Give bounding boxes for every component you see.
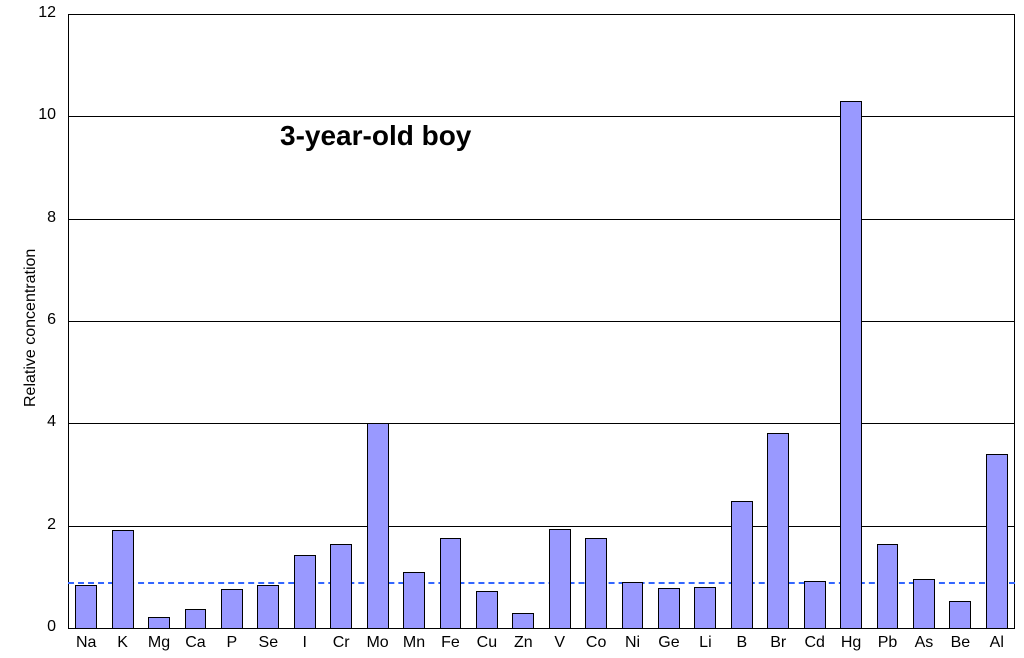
xtick-label-li: Li bbox=[699, 634, 711, 652]
ytick-label: 12 bbox=[0, 4, 56, 22]
xtick-label-cr: Cr bbox=[333, 634, 350, 652]
xtick-label-br: Br bbox=[770, 634, 786, 652]
xtick-label-zn: Zn bbox=[514, 634, 533, 652]
bar-as bbox=[913, 579, 935, 628]
bar-fe bbox=[440, 538, 462, 628]
xtick-label-ca: Ca bbox=[185, 634, 205, 652]
plot-area bbox=[68, 14, 1015, 628]
xtick-label-k: K bbox=[117, 634, 128, 652]
xtick-label-ge: Ge bbox=[658, 634, 679, 652]
ytick-label: 2 bbox=[0, 516, 56, 534]
xtick-label-cd: Cd bbox=[804, 634, 824, 652]
gridline bbox=[68, 526, 1015, 527]
bar-cd bbox=[804, 581, 826, 628]
xtick-label-b: B bbox=[736, 634, 747, 652]
bar-cu bbox=[476, 591, 498, 628]
bar-be bbox=[949, 601, 971, 628]
ytick-label: 4 bbox=[0, 413, 56, 431]
bar-ni bbox=[622, 582, 644, 628]
xtick-label-fe: Fe bbox=[441, 634, 460, 652]
xtick-label-mn: Mn bbox=[403, 634, 425, 652]
bar-mg bbox=[148, 617, 170, 628]
chart-container: Relative concentration 024681012 NaKMgCa… bbox=[0, 0, 1024, 658]
xtick-label-cu: Cu bbox=[477, 634, 497, 652]
xtick-label-i: I bbox=[303, 634, 307, 652]
gridline bbox=[68, 14, 1015, 15]
bar-br bbox=[767, 433, 789, 628]
bar-al bbox=[986, 454, 1008, 628]
bar-li bbox=[694, 587, 716, 628]
bar-na bbox=[75, 585, 97, 628]
xtick-label-se: Se bbox=[259, 634, 279, 652]
xtick-label-mg: Mg bbox=[148, 634, 170, 652]
gridline bbox=[68, 321, 1015, 322]
bar-pb bbox=[877, 544, 899, 628]
bar-p bbox=[221, 589, 243, 628]
ytick-label: 6 bbox=[0, 311, 56, 329]
axis-border bbox=[68, 14, 69, 628]
ytick-label: 8 bbox=[0, 209, 56, 227]
bar-mn bbox=[403, 572, 425, 628]
gridline bbox=[68, 628, 1015, 629]
bar-mo bbox=[367, 423, 389, 628]
bar-ge bbox=[658, 588, 680, 628]
bar-cr bbox=[330, 544, 352, 628]
bar-ca bbox=[185, 609, 207, 628]
bar-i bbox=[294, 555, 316, 628]
xtick-label-na: Na bbox=[76, 634, 96, 652]
bar-k bbox=[112, 530, 134, 628]
bar-zn bbox=[512, 613, 534, 628]
xtick-label-v: V bbox=[554, 634, 565, 652]
axis-border bbox=[1014, 14, 1015, 628]
xtick-label-pb: Pb bbox=[878, 634, 898, 652]
xtick-label-al: Al bbox=[990, 634, 1004, 652]
bar-hg bbox=[840, 101, 862, 628]
bar-co bbox=[585, 538, 607, 628]
gridline bbox=[68, 219, 1015, 220]
reference-line bbox=[68, 582, 1015, 584]
bar-se bbox=[257, 585, 279, 628]
gridline bbox=[68, 423, 1015, 424]
chart-annotation: 3-year-old boy bbox=[280, 120, 471, 152]
xtick-label-p: P bbox=[227, 634, 238, 652]
bar-v bbox=[549, 529, 571, 628]
bar-b bbox=[731, 501, 753, 628]
ytick-label: 0 bbox=[0, 618, 56, 636]
gridline bbox=[68, 116, 1015, 117]
y-tick-labels: 024681012 bbox=[0, 14, 56, 628]
x-tick-labels: Na K Mg Ca P Se I Cr Mo Mn Fe Cu Zn V Co Ni Ge Li B Br Cd Hg P… bbox=[68, 634, 1015, 658]
xtick-label-be: Be bbox=[951, 634, 971, 652]
xtick-label-ni: Ni bbox=[625, 634, 640, 652]
xtick-label-mo: Mo bbox=[366, 634, 388, 652]
ytick-label: 10 bbox=[0, 106, 56, 124]
xtick-label-hg: Hg bbox=[841, 634, 861, 652]
xtick-label-co: Co bbox=[586, 634, 606, 652]
xtick-label-as: As bbox=[915, 634, 934, 652]
